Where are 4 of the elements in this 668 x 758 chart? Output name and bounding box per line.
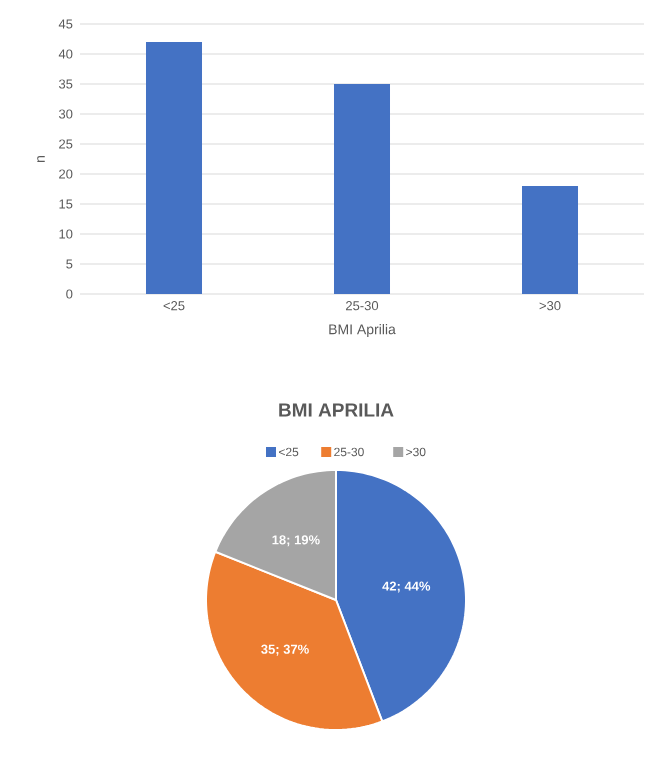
- chart-title: BMI APRILIA: [279, 403, 394, 417]
- bar: [522, 185, 579, 294]
- bar: [334, 84, 391, 294]
- bar: [146, 41, 203, 294]
